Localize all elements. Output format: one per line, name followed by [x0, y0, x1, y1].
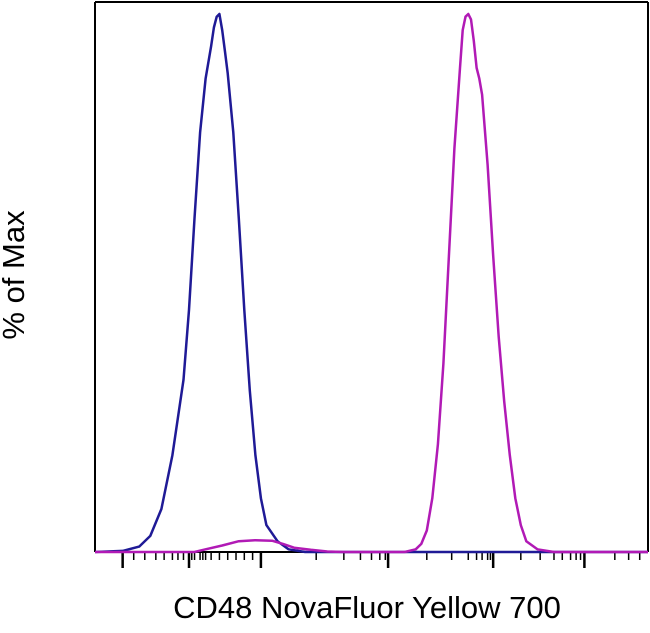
series-line-1 [94, 12, 648, 554]
series-line-2 [95, 12, 648, 554]
axes [94, 1, 649, 553]
y-axis-label-text: % of Max [0, 210, 31, 339]
x-axis-ticks [121, 552, 641, 568]
x-axis-label: CD48 NovaFluor Yellow 700 [0, 590, 650, 626]
x-axis-label-text: CD48 NovaFluor Yellow 700 [173, 590, 561, 625]
series-group [94, 12, 648, 554]
